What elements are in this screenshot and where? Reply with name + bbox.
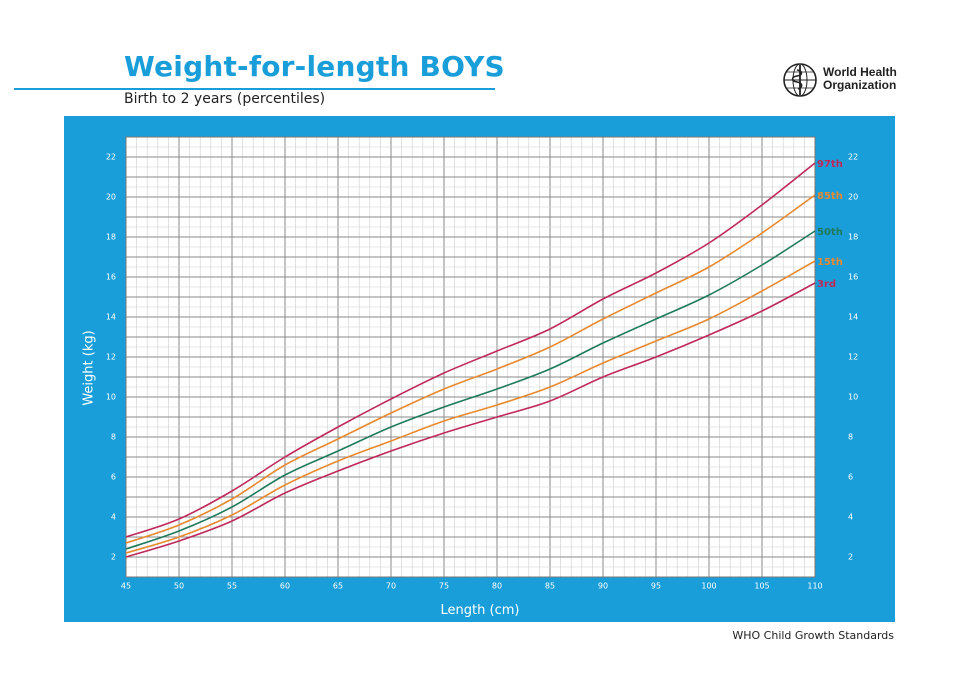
- y-tick-label-right: 20: [848, 193, 858, 202]
- y-tick-label-left: 12: [106, 353, 116, 362]
- y-tick-label-left: 22: [106, 153, 116, 162]
- series-labels: 97th 85th 50th 15th 3rd: [817, 159, 843, 290]
- percentile-line-3rd: [125, 282, 816, 558]
- y-tick-label-right: 16: [848, 273, 858, 282]
- x-tick-label: 70: [386, 582, 396, 591]
- series-label-3rd: 3rd: [817, 279, 836, 290]
- series-label-97th: 97th: [817, 159, 843, 170]
- x-tick-label: 85: [545, 582, 555, 591]
- y-tick-label-right: 12: [848, 353, 858, 362]
- x-tick-label: 60: [280, 582, 290, 591]
- chart-subtitle: Birth to 2 years (percentiles): [124, 91, 326, 107]
- series-label-85th: 85th: [817, 191, 843, 202]
- percentile-line-15th: [125, 260, 816, 554]
- x-tick-label: 55: [227, 582, 237, 591]
- y-tick-label-right: 18: [848, 233, 858, 242]
- footer-credit: WHO Child Growth Standards: [732, 629, 894, 642]
- series-label-50th: 50th: [817, 227, 843, 238]
- x-tick-label: 45: [121, 582, 131, 591]
- y-tick-label-left: 20: [106, 193, 116, 202]
- chart-title: Weight-for-length BOYS: [124, 50, 505, 83]
- x-tick-label: 100: [701, 582, 716, 591]
- y-tick-label-left: 10: [106, 393, 116, 402]
- who-logo: World Health Organization: [782, 62, 912, 100]
- y-tick-label-right: 6: [848, 473, 853, 482]
- y-tick-label-right: 10: [848, 393, 858, 402]
- y-tick-label-right: 14: [848, 313, 858, 322]
- y-tick-label-left: 8: [111, 433, 116, 442]
- x-tick-label: 105: [754, 582, 769, 591]
- y-tick-label-left: 4: [111, 513, 116, 522]
- x-tick-label: 80: [492, 582, 502, 591]
- percentile-line-85th: [125, 194, 816, 544]
- x-tick-label: 65: [333, 582, 343, 591]
- chart-series: [125, 162, 816, 558]
- series-label-15th: 15th: [817, 257, 843, 268]
- who-emblem-icon: [783, 63, 817, 97]
- x-tick-label: 50: [174, 582, 184, 591]
- percentile-line-50th: [125, 230, 816, 550]
- plot-border: [125, 136, 816, 578]
- y-tick-label-right: 8: [848, 433, 853, 442]
- y-tick-label-left: 6: [111, 473, 116, 482]
- y-tick-label-left: 18: [106, 233, 116, 242]
- percentile-line-97th: [125, 162, 816, 538]
- y-tick-label-left: 16: [106, 273, 116, 282]
- x-tick-label: 75: [439, 582, 449, 591]
- chart-grid: [125, 136, 816, 578]
- title-underline: [14, 88, 495, 90]
- x-tick-label: 90: [598, 582, 608, 591]
- y-tick-label-left: 14: [106, 313, 116, 322]
- x-axis-label: Length (cm): [440, 603, 520, 618]
- y-axis-label: Weight (kg): [81, 330, 97, 406]
- y-tick-label-right: 2: [848, 553, 853, 562]
- logo-line-2: Organization: [823, 78, 897, 92]
- x-tick-label: 95: [651, 582, 661, 591]
- y-tick-label-left: 2: [111, 553, 116, 562]
- x-tick-label: 110: [807, 582, 822, 591]
- y-tick-label-right: 4: [848, 513, 853, 522]
- y-tick-label-right: 22: [848, 153, 858, 162]
- logo-line-1: World Health: [823, 65, 897, 79]
